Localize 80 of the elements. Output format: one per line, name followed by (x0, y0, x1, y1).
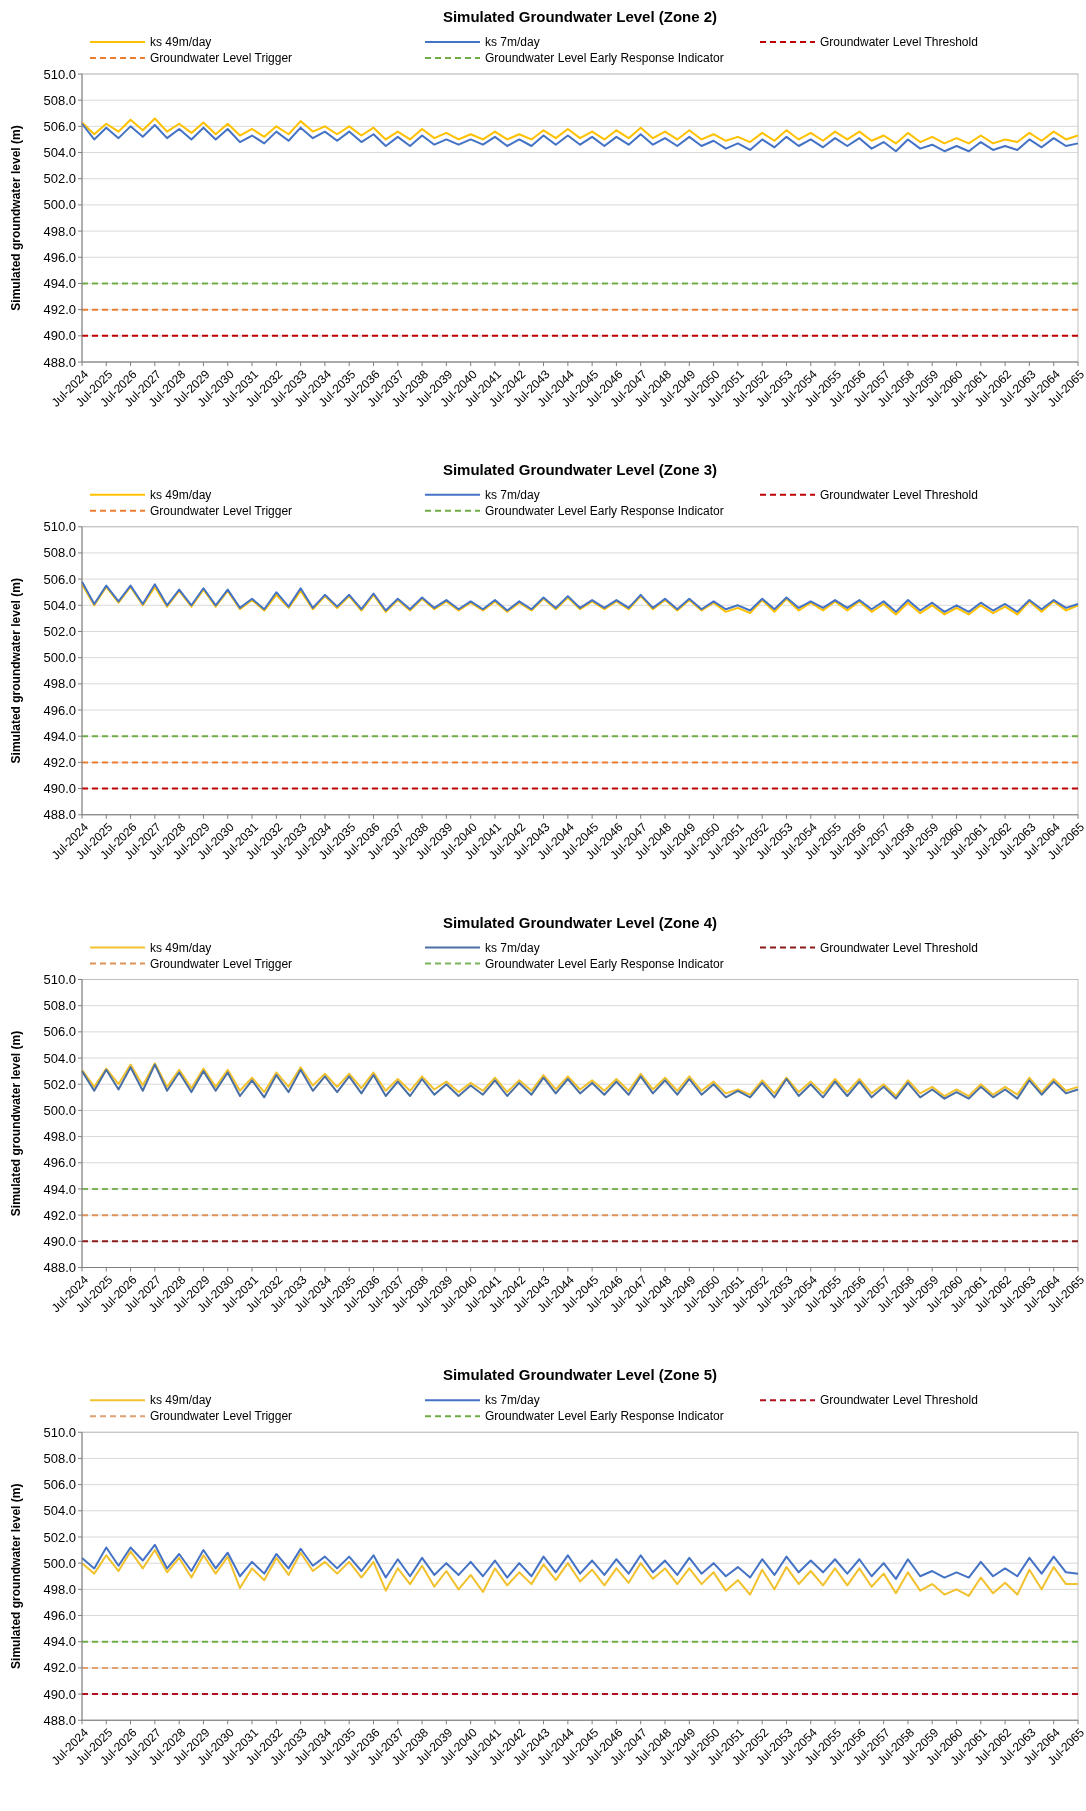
y-tick-label: 508.0 (43, 545, 76, 561)
legend-label: ks 49m/day (150, 1393, 212, 1408)
y-tick-label: 496.0 (43, 249, 76, 265)
y-tick-label: 502.0 (43, 171, 76, 187)
y-tick-label: 506.0 (43, 118, 76, 134)
y-tick-label: 500.0 (43, 197, 76, 213)
legend-label: Groundwater Level Trigger (150, 1409, 293, 1424)
legend-label: ks 49m/day (150, 35, 212, 50)
legend-label: Groundwater Level Threshold (820, 940, 978, 955)
y-tick-label: 508.0 (43, 1450, 76, 1466)
legend-label: Groundwater Level Trigger (150, 51, 293, 66)
y-tick-label: 490.0 (43, 1686, 76, 1702)
legend-label: Groundwater Level Trigger (150, 956, 293, 971)
chart-title: Simulated Groundwater Level (Zone 4) (442, 913, 718, 931)
y-axis-title: Simulated groundwater level (m) (9, 578, 23, 764)
y-tick-label: 492.0 (43, 302, 76, 318)
line-series (81, 1543, 1079, 1580)
y-tick-label: 510.0 (43, 519, 76, 535)
y-tick-label: 502.0 (43, 1076, 76, 1092)
y-tick-label: 496.0 (43, 702, 76, 718)
y-tick-label: 494.0 (43, 1634, 76, 1650)
y-tick-label: 510.0 (43, 972, 76, 988)
y-tick-label: 508.0 (43, 92, 76, 108)
y-tick-label: 504.0 (43, 145, 76, 161)
y-tick-label: 500.0 (43, 1102, 76, 1118)
y-tick-label: 488.0 (43, 1260, 76, 1276)
chart-title: Simulated Groundwater Level (Zone 2) (442, 8, 718, 25)
legend-label: Groundwater Level Threshold (820, 1393, 978, 1408)
y-tick-label: 510.0 (43, 1424, 76, 1440)
y-axis-title: Simulated groundwater level (m) (9, 125, 23, 311)
y-tick-label: 500.0 (43, 1555, 76, 1571)
legend-label: Groundwater Level Early Response Indicator (485, 503, 724, 518)
y-tick-label: 490.0 (43, 1233, 76, 1249)
y-tick-label: 506.0 (43, 1024, 76, 1040)
y-tick-label: 496.0 (43, 1608, 76, 1624)
legend-label: Groundwater Level Early Response Indicator (485, 1409, 724, 1424)
y-tick-label: 492.0 (43, 1207, 76, 1223)
legend-label: ks 7m/day (485, 1393, 540, 1408)
y-tick-label: 496.0 (43, 1155, 76, 1171)
y-tick-label: 498.0 (43, 1581, 76, 1597)
y-tick-label: 490.0 (43, 781, 76, 797)
y-tick-label: 494.0 (43, 276, 76, 291)
legend-label: Groundwater Level Threshold (820, 35, 978, 50)
y-tick-label: 492.0 (43, 1660, 76, 1676)
chart-title: Simulated Groundwater Level (Zone 5) (442, 1366, 718, 1384)
legend-label: Groundwater Level Threshold (820, 487, 978, 502)
chart-title: Simulated Groundwater Level (Zone 3) (442, 460, 718, 478)
line-series (81, 1549, 1079, 1597)
y-tick-label: 488.0 (43, 807, 76, 823)
y-tick-label: 488.0 (43, 354, 76, 370)
y-tick-label: 504.0 (43, 597, 76, 613)
y-tick-label: 500.0 (43, 650, 76, 666)
y-tick-label: 502.0 (43, 1529, 76, 1545)
legend-label: ks 7m/day (485, 35, 540, 50)
line-series (81, 122, 1079, 153)
legend-label: ks 49m/day (150, 487, 212, 502)
y-tick-label: 498.0 (43, 223, 76, 239)
y-tick-label: 506.0 (43, 1477, 76, 1493)
y-axis-title: Simulated groundwater level (m) (9, 1030, 23, 1217)
y-axis-title: Simulated groundwater level (m) (9, 1483, 23, 1669)
y-tick-label: 504.0 (43, 1050, 76, 1066)
y-tick-label: 506.0 (43, 571, 76, 587)
y-tick-label: 502.0 (43, 624, 76, 640)
y-tick-label: 494.0 (43, 1181, 76, 1197)
line-series (81, 117, 1079, 145)
y-tick-label: 494.0 (43, 728, 76, 744)
y-tick-label: 504.0 (43, 1503, 76, 1519)
legend-label: ks 7m/day (485, 940, 540, 955)
y-tick-label: 490.0 (43, 328, 76, 344)
y-tick-label: 498.0 (43, 676, 76, 692)
legend-label: ks 49m/day (150, 940, 212, 955)
y-tick-label: 510.0 (43, 66, 76, 82)
legend-label: Groundwater Level Trigger (150, 503, 293, 518)
y-tick-label: 498.0 (43, 1129, 76, 1145)
y-tick-label: 488.0 (43, 1712, 76, 1728)
y-tick-label: 508.0 (43, 998, 76, 1014)
y-tick-label: 492.0 (43, 754, 76, 770)
legend-label: Groundwater Level Early Response Indicator (485, 51, 724, 66)
legend-label: Groundwater Level Early Response Indicator (485, 956, 724, 971)
legend-label: ks 7m/day (485, 487, 540, 502)
